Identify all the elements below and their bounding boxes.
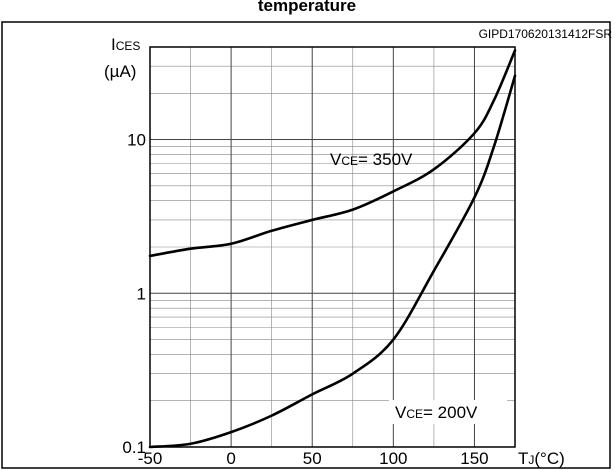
x-axis-label-unit: (°C) <box>534 449 564 468</box>
figure-code: GIPD170620131412FSR <box>479 27 613 41</box>
series-label-1: VCE= 350V <box>330 150 413 169</box>
series-line-2 <box>148 74 517 449</box>
x-tick-label: 0 <box>226 449 235 468</box>
chart-title: temperature <box>258 0 356 15</box>
y-axis-label-sub: CES <box>116 39 141 53</box>
plot-area <box>149 46 516 448</box>
series-label-sub: CE <box>341 154 358 168</box>
x-tick-label: 150 <box>460 449 488 468</box>
y-tick-label: 10 <box>127 131 146 150</box>
x-tick-label: 50 <box>303 449 322 468</box>
y-axis-label: ICES <box>111 35 140 54</box>
series-label-background <box>389 400 507 424</box>
series-label-rest: = 350V <box>358 150 413 169</box>
x-axis-label-sub: J <box>528 453 534 467</box>
series-label-2: VCE= 200V <box>395 403 478 422</box>
y-tick-label: 0.1 <box>122 438 146 457</box>
y-axis-label-main: I <box>111 35 116 54</box>
series-label-sub: CE <box>406 407 423 421</box>
x-tick-label: 100 <box>379 449 407 468</box>
series-label-main: V <box>395 403 407 422</box>
chart-frame <box>1 21 611 469</box>
x-axis-label-main: T <box>518 449 528 468</box>
x-axis-label: TJ(°C) <box>518 449 565 468</box>
series-label-main: V <box>330 150 342 169</box>
series-label-rest: = 200V <box>423 403 478 422</box>
major-grid <box>149 46 516 448</box>
tick-labels: -50 0 50 100 150 0.1 1 10 <box>122 131 488 468</box>
x-tick-label: -50 <box>138 449 163 468</box>
series-line-1 <box>148 49 517 258</box>
curves <box>148 49 517 449</box>
y-axis-unit: (µA) <box>104 62 136 81</box>
y-tick-label: 1 <box>137 284 146 303</box>
